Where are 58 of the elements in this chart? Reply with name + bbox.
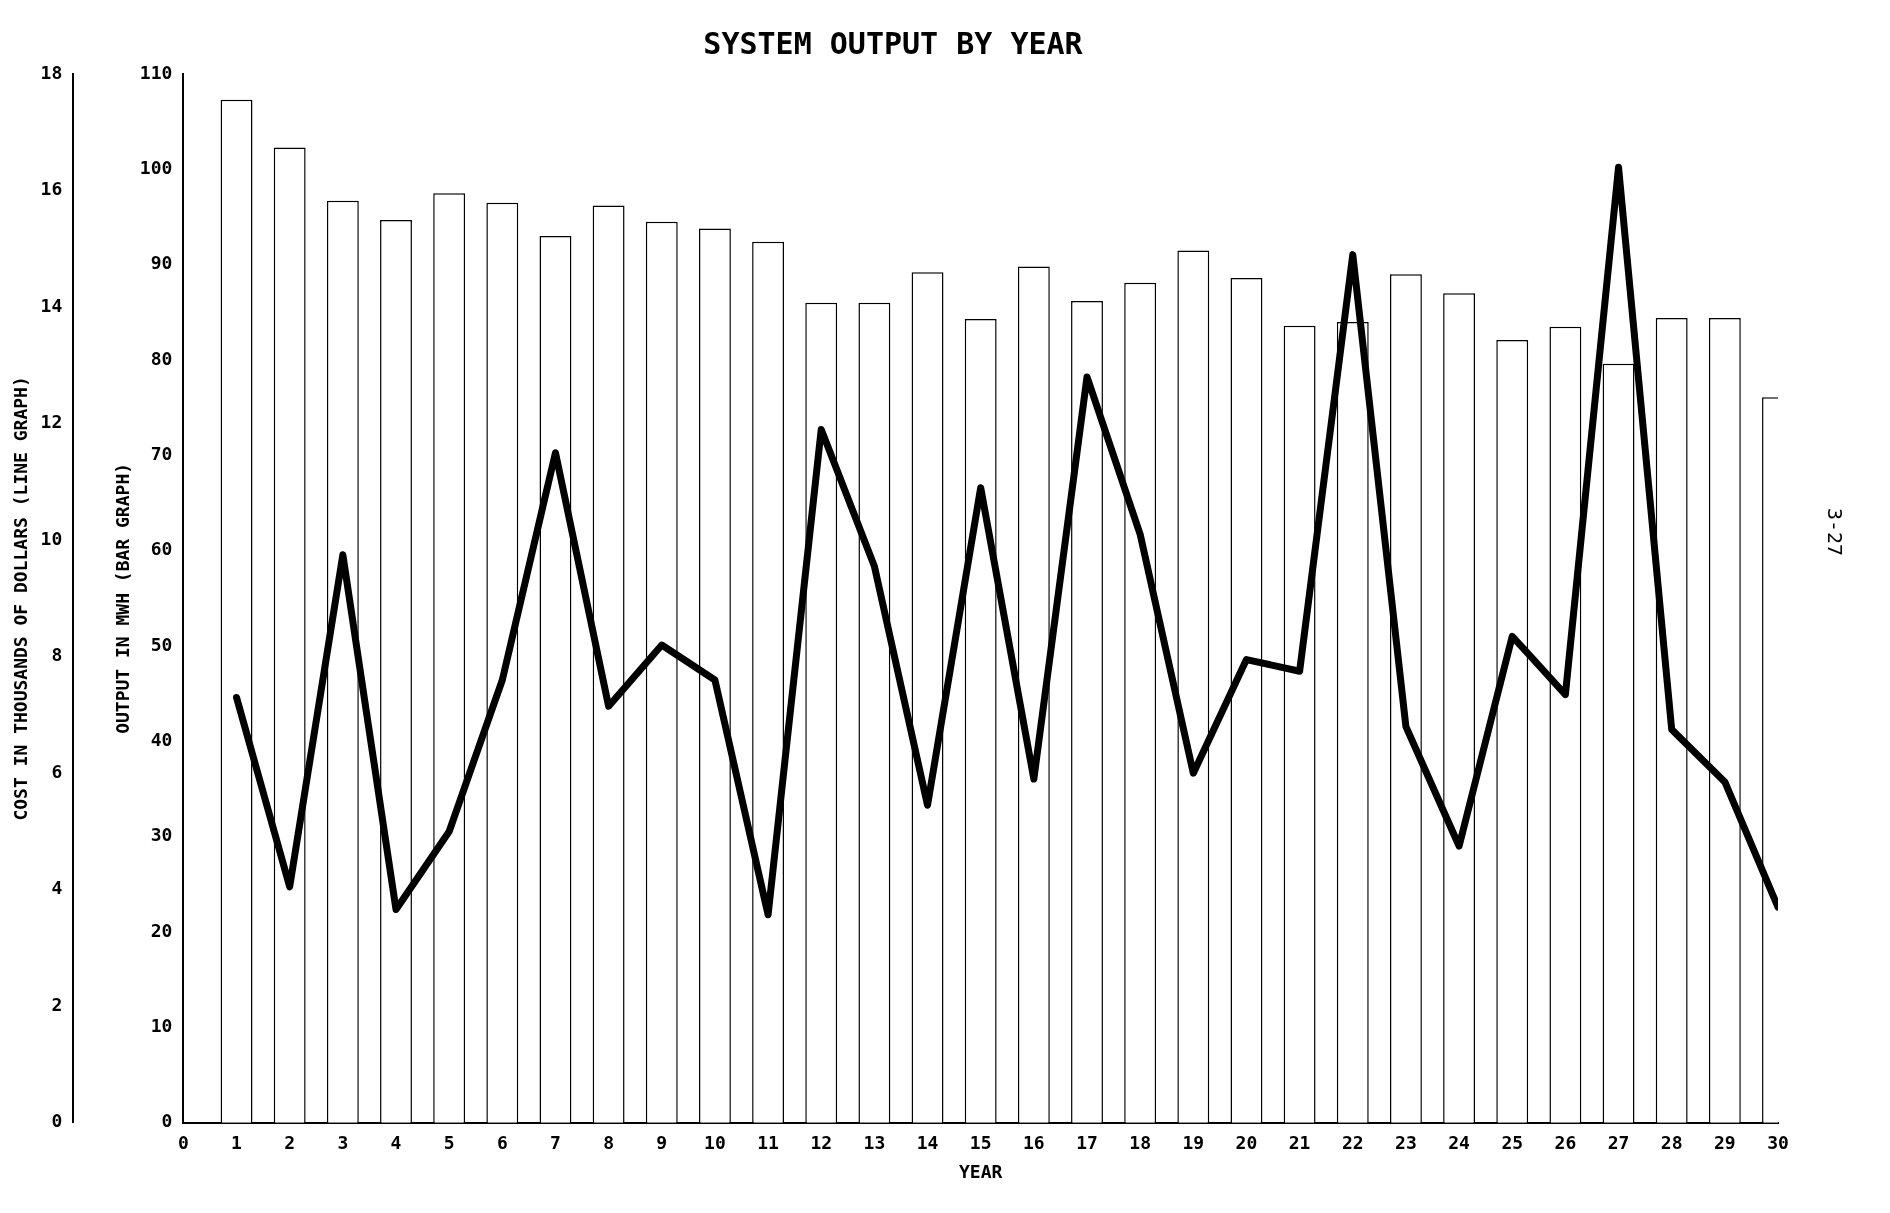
x-tick-label: 30: [1767, 1132, 1789, 1154]
x-tick-label: 8: [603, 1132, 615, 1154]
x-tick-label: 11: [757, 1132, 779, 1154]
x-tick-label: 20: [1235, 1132, 1258, 1154]
x-tick-label: 5: [443, 1132, 455, 1154]
x-tick-label: 21: [1288, 1132, 1311, 1154]
y2-axis-title: OUTPUT IN MWH (BAR GRAPH): [111, 462, 133, 734]
x-tick-label: 29: [1714, 1132, 1736, 1154]
x-tick-label: 26: [1554, 1132, 1577, 1154]
x-tick-label: 28: [1660, 1132, 1683, 1154]
x-tick-label: 10: [704, 1132, 726, 1154]
x-tick-label: 17: [1076, 1132, 1098, 1154]
x-tick-label: 22: [1341, 1132, 1364, 1154]
x-tick-label: 12: [810, 1132, 833, 1154]
x-tick-label: 4: [390, 1132, 402, 1154]
y2-tick-label: 90: [150, 252, 173, 274]
y2-tick-label: 10: [150, 1015, 173, 1037]
y2-tick-label: 30: [150, 824, 173, 846]
y2-tick-label: 80: [150, 347, 173, 369]
y-tick-label: 14: [40, 294, 63, 316]
y2-tick-label: 110: [139, 61, 173, 83]
x-tick-label: 9: [656, 1132, 668, 1154]
x-tick-label: 7: [550, 1132, 561, 1154]
x-axis-title: YEAR: [959, 1160, 1003, 1182]
chart-title: SYSTEM OUTPUT BY YEAR: [703, 25, 1084, 61]
x-tick-label: 1: [231, 1132, 242, 1154]
y-axis-title: COST IN THOUSANDS OF DOLLARS (LINE GRAPH): [10, 376, 32, 821]
y-tick-label: 6: [51, 760, 63, 782]
x-tick-label: 24: [1448, 1132, 1471, 1154]
x-tick-label: 25: [1501, 1132, 1524, 1154]
x-tick-label: 2: [284, 1132, 296, 1154]
text: 3-27: [1823, 508, 1847, 557]
x-tick-label: 15: [969, 1132, 992, 1154]
x-tick-label: 18: [1129, 1132, 1151, 1154]
x-tick-label: 14: [916, 1132, 939, 1154]
x-tick-label: 23: [1395, 1132, 1417, 1154]
x-tick-label: 19: [1182, 1132, 1205, 1154]
x-tick-label: 16: [1023, 1132, 1045, 1154]
x-tick-label: 3: [337, 1132, 349, 1154]
y2-tick-label: 60: [150, 538, 173, 560]
y2-tick-label: 70: [150, 443, 173, 465]
x-tick-label: 27: [1607, 1132, 1630, 1154]
y-tick-label: 18: [40, 61, 63, 83]
y-tick-label: 8: [51, 644, 63, 666]
x-tick-label: 13: [863, 1132, 886, 1154]
y-tick-label: 2: [51, 993, 63, 1015]
x-tick-label: 6: [496, 1132, 508, 1154]
y-tick-label: 4: [51, 877, 63, 899]
y2-tick-label: 40: [150, 729, 173, 751]
y2-tick-label: 100: [139, 157, 173, 179]
y-tick-label: 0: [51, 1110, 63, 1132]
x-tick-label: 0: [177, 1132, 189, 1154]
y-tick-label: 10: [40, 527, 63, 549]
y-tick-label: 16: [40, 178, 63, 200]
y-tick-label: 12: [40, 411, 63, 433]
y2-tick-label: 20: [150, 919, 173, 941]
y2-tick-label: 50: [150, 633, 173, 655]
y2-tick-label: 0: [161, 1110, 173, 1132]
